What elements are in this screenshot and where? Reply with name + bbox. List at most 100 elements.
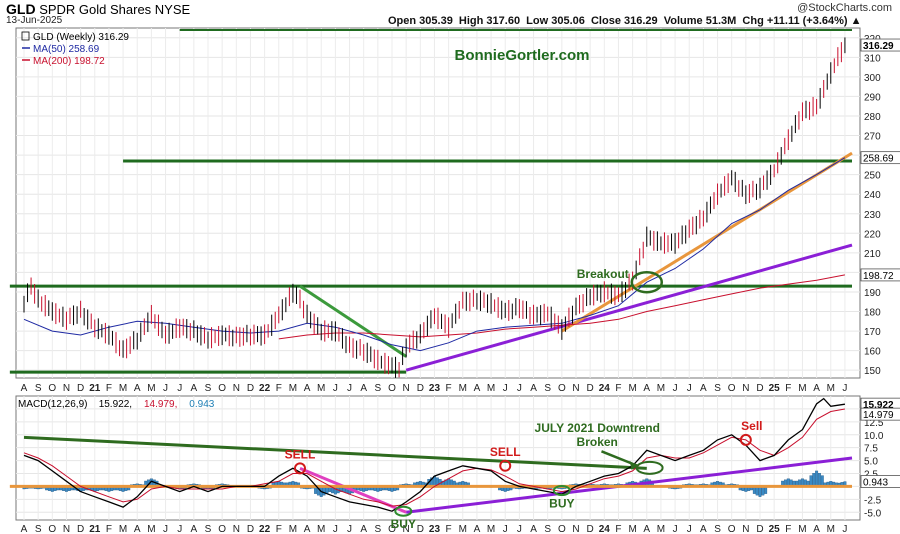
price-x-tick-label: 22 <box>259 383 271 394</box>
price-x-tick-label: J <box>687 383 692 394</box>
price-x-tick-label: S <box>544 383 551 394</box>
price-x-tick-label: J <box>163 383 168 394</box>
price-x-tick-label: J <box>673 383 678 394</box>
price-x-tick-label: A <box>530 383 537 394</box>
security-name: SPDR Gold Shares NYSE <box>39 2 191 17</box>
macd-x-tick-label: 21 <box>89 524 101 534</box>
price-x-tick-label: A <box>304 383 311 394</box>
price-y-tick-label: 310 <box>864 53 881 64</box>
watermark-text: BonnieGortler.com <box>454 47 589 64</box>
macd-x-tick-label: N <box>572 524 579 534</box>
macd-x-tick-label: N <box>403 524 410 534</box>
macd-x-tick-label: A <box>134 524 141 534</box>
ma50-line <box>23 157 846 352</box>
macd-x-tick-label: N <box>63 524 70 534</box>
price-x-tick-label: J <box>333 383 338 394</box>
macd-x-tick-label: 23 <box>429 524 441 534</box>
price-y-tick-label: 230 <box>864 210 881 221</box>
price-x-tick-label: M <box>628 383 636 394</box>
macd-x-tick-label: A <box>360 524 367 534</box>
macd-histogram-bar <box>820 475 824 487</box>
price-x-tick-label: F <box>615 383 621 394</box>
price-last-value-tag: 258.69 <box>863 154 894 165</box>
macd-x-tick-label: J <box>333 524 338 534</box>
macd-x-tick-label: O <box>218 524 226 534</box>
price-y-tick-label: 240 <box>864 190 881 201</box>
macd-x-tick-label: J <box>673 524 678 534</box>
macd-x-tick-label: A <box>813 524 820 534</box>
macd-x-tick-label: M <box>628 524 636 534</box>
sell-marker-circle <box>294 462 306 475</box>
macd-x-tick-label: S <box>714 524 721 534</box>
price-x-tick-label: J <box>347 383 352 394</box>
macd-x-tick-label: M <box>657 524 665 534</box>
price-x-tick-label: O <box>48 383 56 394</box>
price-x-tick-label: M <box>657 383 665 394</box>
macd-annotation-macd-downtrend <box>23 435 647 470</box>
price-x-tick-label: A <box>474 383 481 394</box>
macd-x-tick-label: O <box>388 524 396 534</box>
price-x-tick-label: S <box>205 383 212 394</box>
macd-x-tick-label: D <box>77 524 84 534</box>
price-y-tick-label: 210 <box>864 249 881 260</box>
price-y-tick-label: 190 <box>864 288 881 299</box>
macd-x-tick-label: J <box>347 524 352 534</box>
price-x-tick-label: O <box>388 383 396 394</box>
macd-x-tick-label: S <box>544 524 551 534</box>
symbol: GLD <box>6 1 36 17</box>
price-x-tick-label: 21 <box>89 383 101 394</box>
price-x-tick-label: M <box>459 383 467 394</box>
price-x-tick-label: A <box>700 383 707 394</box>
macd-x-tick-label: O <box>48 524 56 534</box>
price-x-tick-label: A <box>813 383 820 394</box>
macd-x-tick-label: M <box>827 524 835 534</box>
macd-x-tick-label: S <box>375 524 382 534</box>
price-y-tick-label: 180 <box>864 308 881 319</box>
buy-marker-ellipse <box>552 485 571 497</box>
price-y-tick-label: 250 <box>864 171 881 182</box>
macd-last-value-box <box>860 475 900 488</box>
price-x-tick-label: D <box>417 383 424 394</box>
price-x-tick-label: S <box>714 383 721 394</box>
price-last-value-box <box>860 151 900 165</box>
stockcharts-logo: @StockCharts.com <box>797 2 892 14</box>
macd-last-value-box <box>860 407 900 421</box>
macd-y-tick-label: 10.0 <box>864 431 884 442</box>
price-x-tick-label: J <box>842 383 847 394</box>
macd-x-tick-label: D <box>417 524 424 534</box>
macd-x-tick-label: J <box>842 524 847 534</box>
sell-marker-circle <box>499 459 512 472</box>
breakout-circle <box>630 270 664 294</box>
price-x-tick-label: D <box>247 383 254 394</box>
price-x-tick-label: F <box>446 383 452 394</box>
price-x-tick-label: O <box>558 383 566 394</box>
price-x-tick-label: S <box>375 383 382 394</box>
price-legend-entry: MA(200) 198.72 <box>33 56 105 67</box>
macd-histogram-bar <box>815 470 819 487</box>
price-legend-entry: MA(50) 258.69 <box>33 44 100 55</box>
price-x-tick-label: S <box>35 383 42 394</box>
macd-x-tick-label: F <box>106 524 112 534</box>
macd-x-tick-label: A <box>530 524 537 534</box>
macd-x-tick-label: D <box>756 524 763 534</box>
macd-legend-entry: 0.943 <box>189 399 214 410</box>
macd-x-tick-label: 25 <box>769 524 781 534</box>
macd-sell-label: SELL <box>490 445 521 459</box>
macd-buy-label: BUY <box>391 517 416 531</box>
trendline-uptrend-purple <box>405 243 853 372</box>
price-x-tick-label: 24 <box>599 383 611 394</box>
price-x-tick-label: F <box>785 383 791 394</box>
price-x-tick-label: N <box>742 383 749 394</box>
macd-y-tick-label: 2.5 <box>864 470 878 481</box>
breakout-label: Breakout <box>577 267 629 281</box>
downtrend-broken-arrowhead <box>629 460 638 470</box>
macd-y-tick-label: 7.5 <box>864 444 878 455</box>
price-last-value-box <box>860 38 900 52</box>
macd-last-value-tag: 14.979 <box>863 410 894 421</box>
price-y-tick-label: 150 <box>864 366 881 377</box>
price-x-tick-label: O <box>728 383 736 394</box>
price-y-tick-label: 290 <box>864 92 881 103</box>
macd-legend-entry: 14.979, <box>144 399 177 410</box>
price-x-tick-label: J <box>177 383 182 394</box>
macd-x-tick-label: 22 <box>259 524 271 534</box>
